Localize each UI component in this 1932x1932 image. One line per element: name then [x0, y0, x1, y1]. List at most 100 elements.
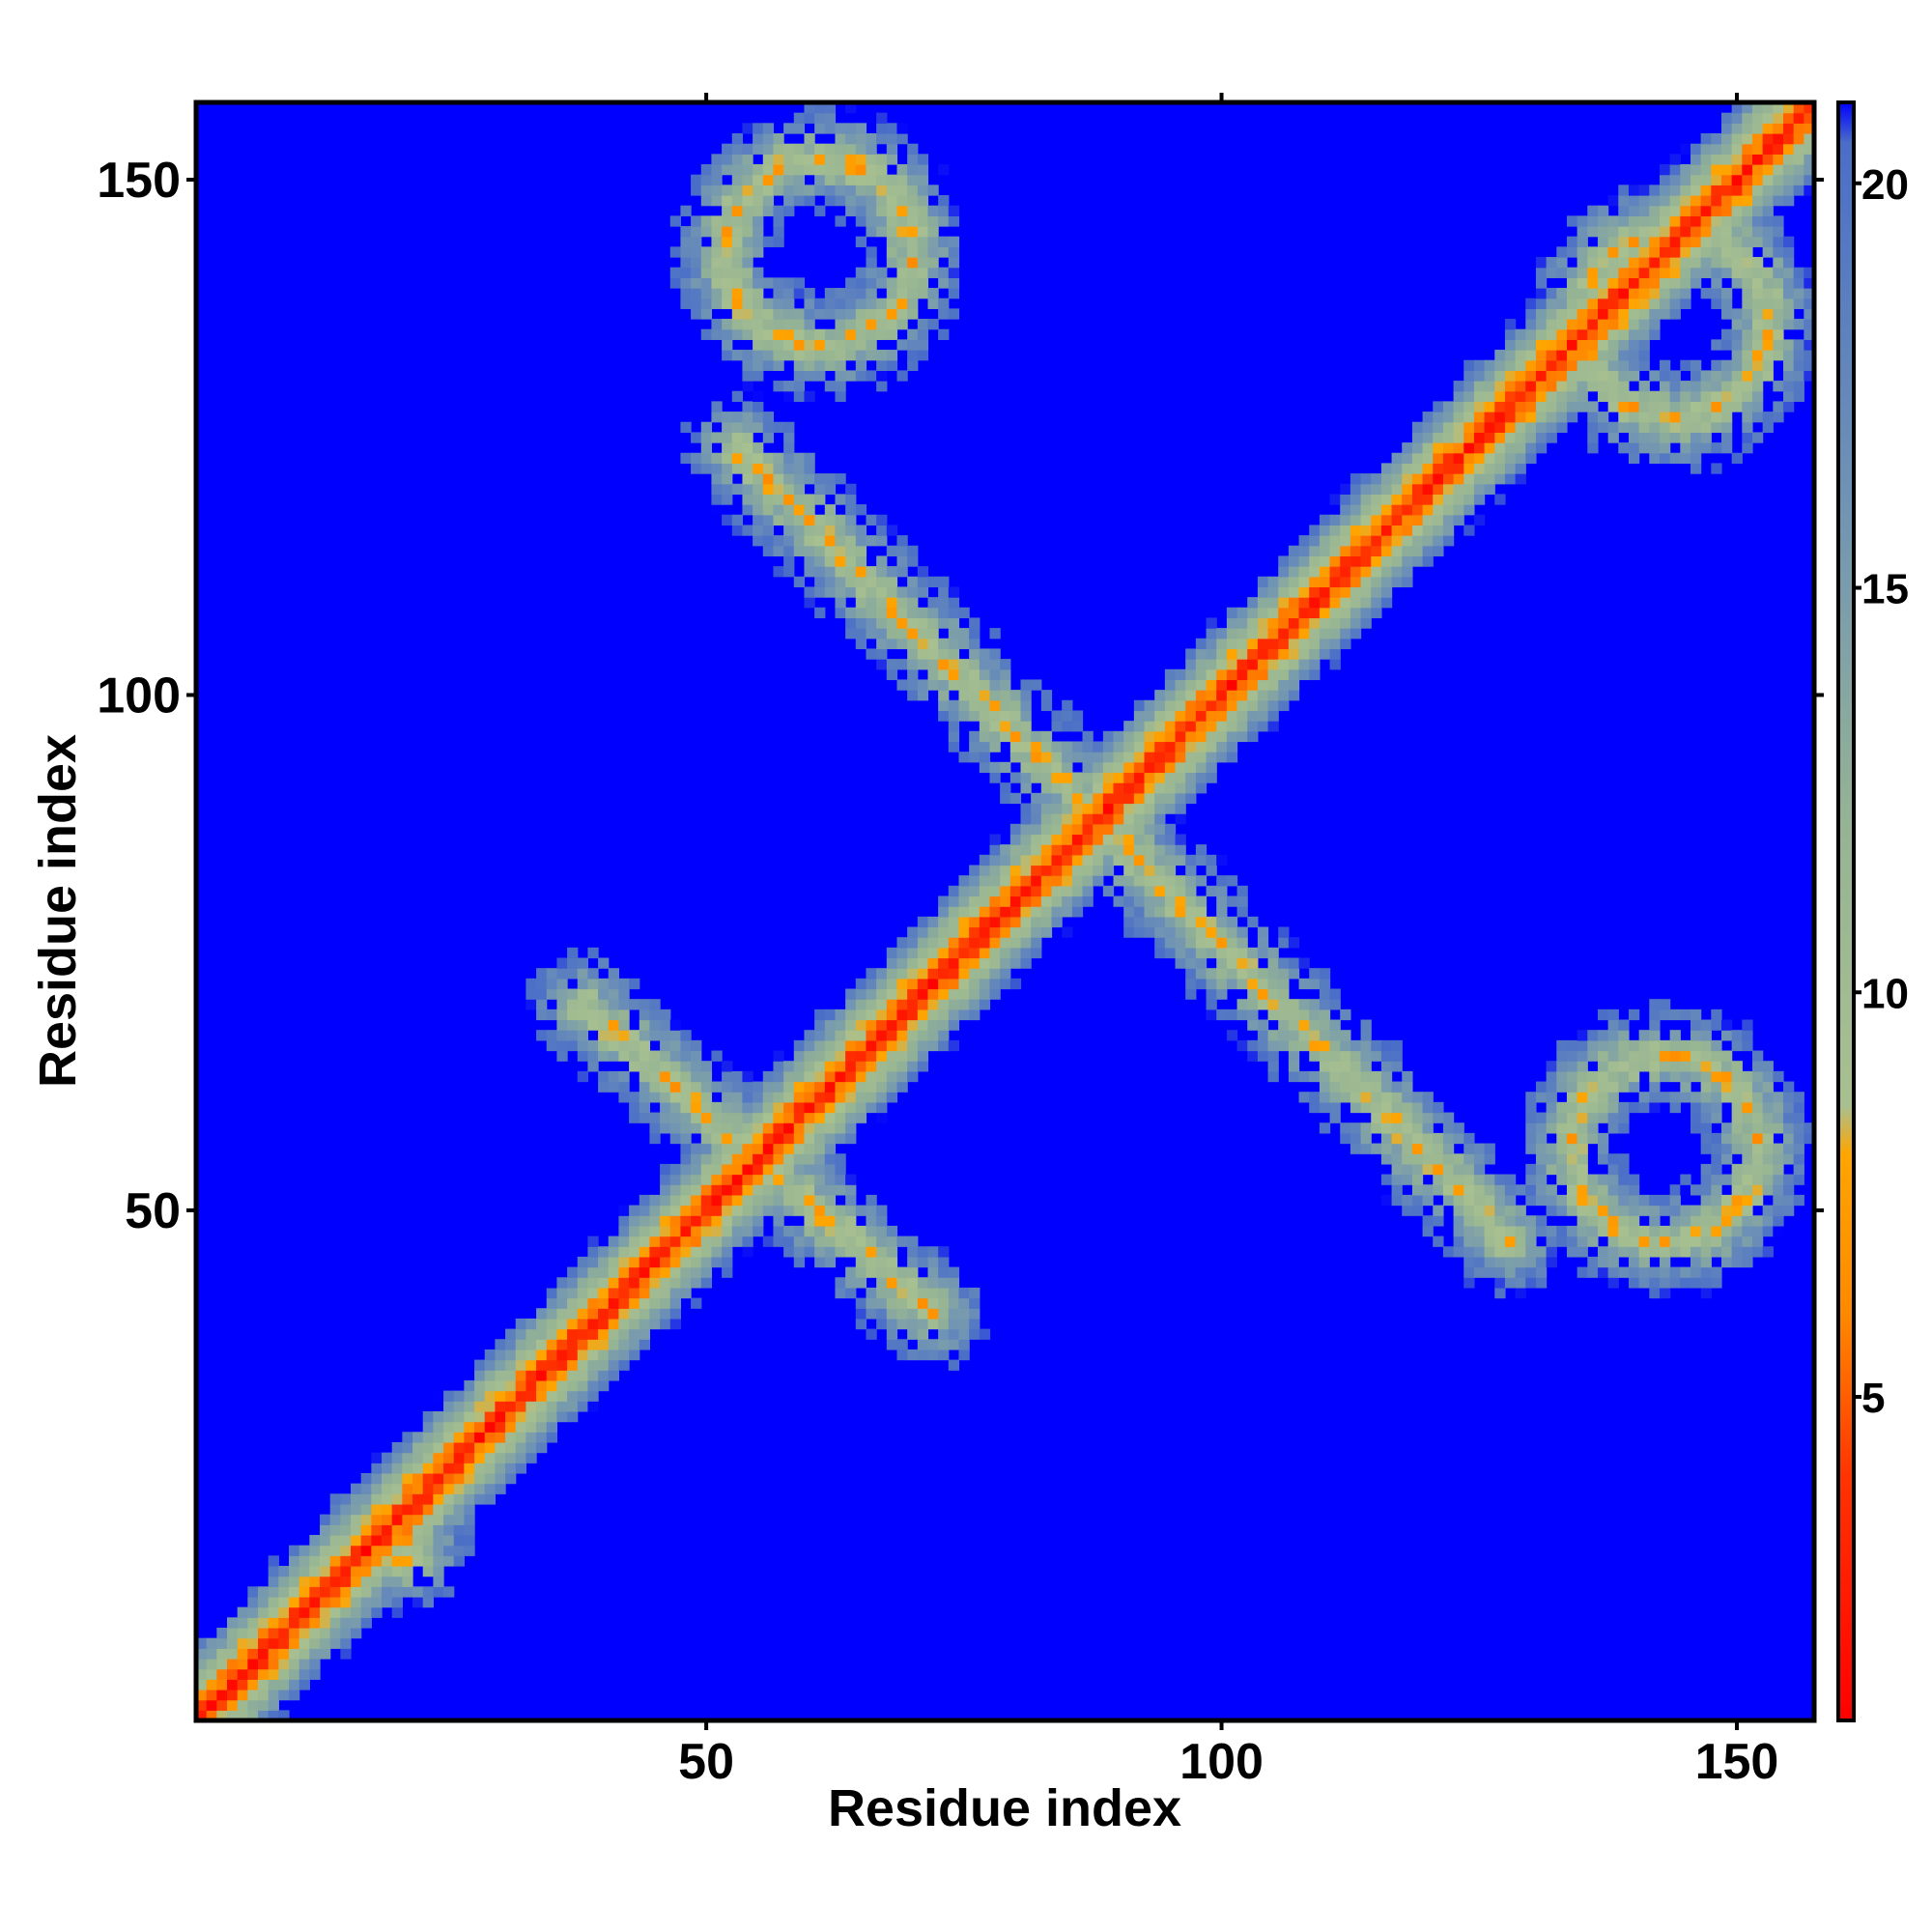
heatmap-cell	[824, 514, 837, 526]
heatmap-cell	[1556, 328, 1568, 340]
heatmap-cell	[1556, 1163, 1568, 1176]
heatmap-cell	[1618, 1030, 1630, 1041]
heatmap-cell	[1371, 1070, 1382, 1083]
heatmap-cell	[1669, 1092, 1681, 1103]
heatmap-cell	[1597, 1153, 1609, 1165]
heatmap-cell	[927, 597, 939, 609]
heatmap-cell	[1236, 926, 1248, 938]
heatmap-cell	[1422, 1132, 1434, 1145]
heatmap-cell	[412, 1545, 424, 1556]
heatmap-cell	[1298, 638, 1310, 650]
heatmap-cell	[1133, 782, 1146, 794]
heatmap-cell	[1391, 1184, 1403, 1196]
heatmap-cell	[1000, 865, 1011, 876]
heatmap-cell	[680, 1225, 692, 1237]
heatmap-cell	[1133, 813, 1146, 825]
heatmap-cell	[567, 1277, 579, 1289]
heatmap-cell	[1340, 1070, 1351, 1083]
heatmap-cell	[804, 525, 815, 536]
heatmap-cell	[742, 328, 753, 340]
heatmap-cell	[845, 999, 857, 1010]
heatmap-cell	[731, 525, 744, 536]
heatmap-cell	[1031, 761, 1042, 774]
heatmap-cell	[1659, 1266, 1671, 1278]
heatmap-cell	[896, 628, 908, 639]
heatmap-cell	[711, 1112, 723, 1123]
heatmap-cell	[474, 1379, 486, 1392]
heatmap-cell	[1247, 1009, 1259, 1021]
heatmap-cell	[845, 504, 857, 516]
heatmap-cell	[1031, 813, 1042, 825]
heatmap-cell	[793, 195, 806, 207]
heatmap-cell	[577, 1287, 589, 1299]
heatmap-cell	[1680, 164, 1691, 176]
heatmap-cell	[1711, 390, 1722, 402]
heatmap-cell	[1154, 895, 1166, 907]
heatmap-cell	[907, 668, 919, 681]
heatmap-cell	[753, 277, 764, 289]
heatmap-cell	[1009, 978, 1022, 990]
heatmap-cell	[824, 298, 837, 309]
heatmap-cell	[268, 1648, 279, 1660]
heatmap-cell	[268, 1699, 279, 1711]
heatmap-cell	[1597, 350, 1609, 361]
heatmap-cell	[1762, 1112, 1774, 1123]
heatmap-cell	[1535, 1256, 1548, 1268]
heatmap-cell	[1494, 1246, 1506, 1258]
heatmap-cell	[464, 1545, 475, 1556]
heatmap-cell	[1442, 1174, 1455, 1185]
heatmap-cell	[1659, 1050, 1671, 1062]
heatmap-cell	[731, 463, 744, 474]
heatmap-cell	[1597, 1132, 1609, 1145]
heatmap-cell	[824, 1061, 837, 1072]
heatmap-cell	[598, 1019, 610, 1031]
heatmap-cell	[948, 1266, 960, 1278]
heatmap-cell	[1062, 752, 1073, 763]
heatmap-cell	[1731, 1246, 1743, 1258]
heatmap-cell	[1690, 1030, 1702, 1041]
heatmap-cell	[464, 1493, 475, 1505]
heatmap-cell	[1711, 1215, 1722, 1227]
heatmap-cell	[618, 1339, 630, 1350]
heatmap-cell	[1278, 957, 1290, 969]
heatmap-cell	[722, 1081, 733, 1093]
heatmap-cell	[722, 319, 733, 330]
heatmap-cell	[1638, 1277, 1650, 1289]
heatmap-cell	[896, 679, 908, 691]
heatmap-cell	[1082, 875, 1094, 887]
heatmap-cell	[1009, 699, 1022, 712]
heatmap-cell	[855, 1050, 867, 1062]
heatmap-cell	[1535, 381, 1548, 392]
heatmap-cell	[938, 1256, 950, 1268]
heatmap-cell	[391, 1493, 403, 1505]
heatmap-cell	[1566, 1236, 1578, 1247]
heatmap-cell	[1515, 401, 1526, 412]
heatmap-cell	[526, 978, 537, 990]
heatmap-cell	[1525, 328, 1537, 340]
heatmap-cell	[762, 483, 775, 496]
heatmap-cell	[536, 988, 548, 1000]
heatmap-cell	[1535, 421, 1548, 433]
heatmap-cell	[1278, 659, 1290, 670]
heatmap-cell	[1411, 525, 1424, 536]
heatmap-cell	[1185, 699, 1197, 712]
heatmap-cell	[1804, 112, 1815, 124]
heatmap-cell	[1607, 1174, 1619, 1185]
heatmap-cell	[793, 164, 806, 176]
heatmap-cell	[1484, 442, 1495, 454]
heatmap-cell	[567, 1287, 579, 1299]
heatmap-cell	[1093, 854, 1104, 867]
heatmap-cell	[649, 1246, 661, 1258]
heatmap-cell	[731, 1215, 744, 1227]
heatmap-cell	[298, 1637, 310, 1649]
heatmap-cell	[804, 586, 815, 598]
heatmap-cell	[1700, 246, 1712, 258]
heatmap-cell	[1762, 226, 1774, 238]
heatmap-cell	[824, 308, 837, 320]
heatmap-cell	[258, 1710, 270, 1721]
heatmap-cell	[1711, 195, 1722, 207]
heatmap-cell	[886, 1277, 898, 1289]
heatmap-cell	[1391, 576, 1403, 588]
heatmap-cell	[1587, 1101, 1599, 1114]
heatmap-cell	[927, 205, 939, 216]
